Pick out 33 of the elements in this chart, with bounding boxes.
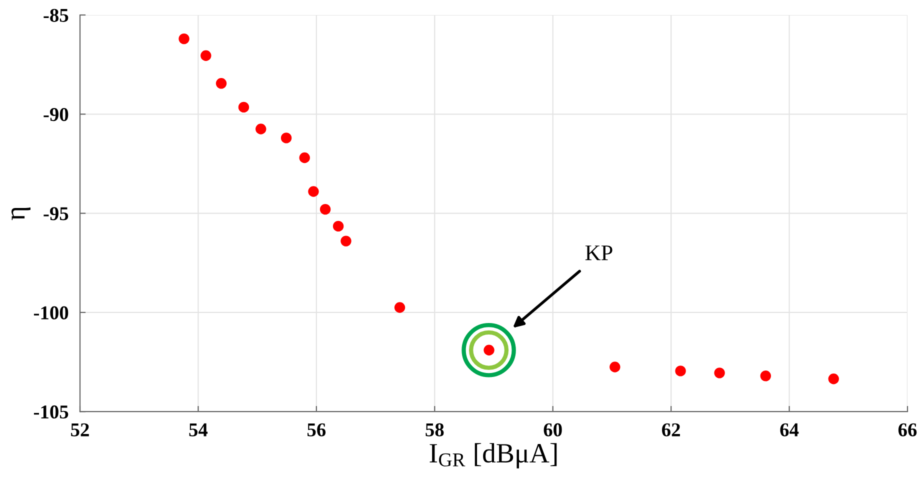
point: [828, 374, 839, 384]
x-tick-label: 64: [780, 423, 799, 436]
x-axis-title: I$_{GR}$ [dBμA]: [430, 443, 557, 468]
y-tick-label: -95: [44, 207, 68, 220]
x-tick-label: 66: [898, 423, 917, 436]
x-tick-label: 58: [426, 423, 444, 436]
point: [675, 366, 686, 376]
point: [760, 370, 771, 382]
point: [238, 102, 250, 113]
point: [610, 362, 620, 372]
x-tick-label: 60: [544, 423, 562, 436]
annotation: KP: [585, 246, 612, 260]
point: [280, 132, 292, 144]
point: [340, 236, 352, 246]
point: [256, 124, 266, 134]
point: [200, 50, 212, 62]
point: [714, 368, 725, 378]
point: [332, 220, 344, 232]
x-tick-label: 62: [662, 423, 680, 436]
point: [299, 152, 310, 164]
point: [178, 33, 190, 44]
y-tick-label: -85: [44, 8, 68, 22]
x-tick-label: 56: [307, 423, 326, 436]
y-axis-title: η: [11, 207, 30, 220]
point: [320, 204, 331, 215]
point: [216, 78, 227, 89]
y-tick-label: -100: [34, 306, 68, 320]
point: [308, 186, 319, 197]
y-tick-label: -90: [44, 108, 68, 122]
x-tick-label: 54: [189, 423, 208, 436]
y-tick-label: -105: [34, 405, 68, 419]
x-tick-label: 52: [71, 423, 89, 436]
point: [394, 302, 406, 313]
